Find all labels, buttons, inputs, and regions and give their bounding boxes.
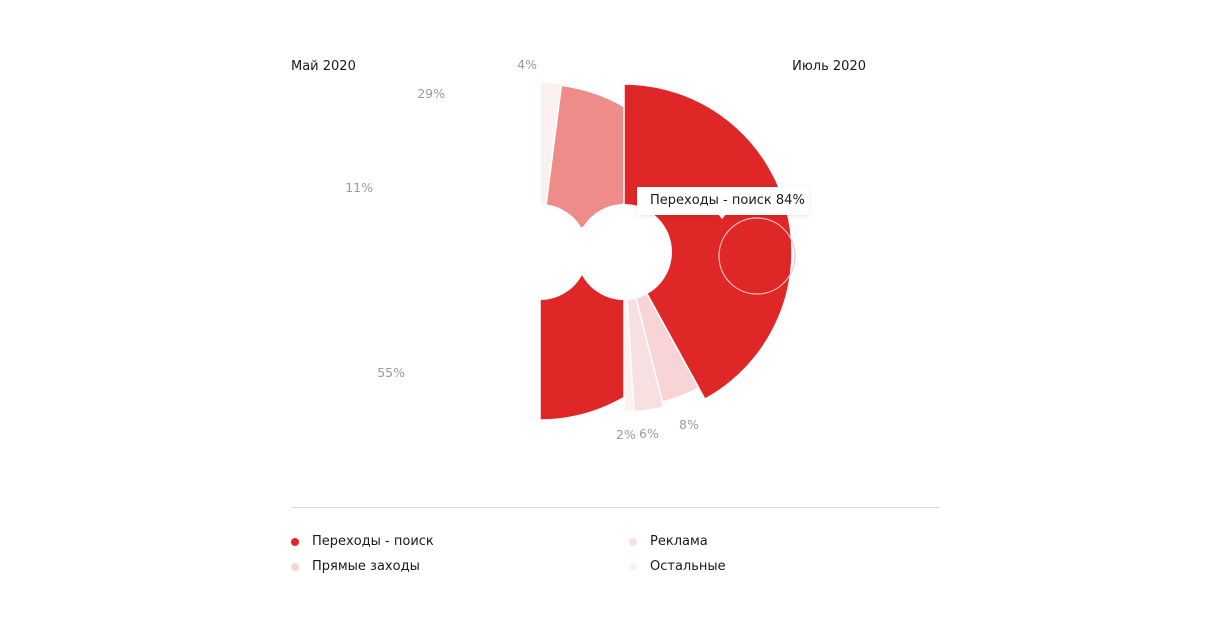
tooltip-tail: [717, 213, 727, 219]
title-july: Июль 2020: [792, 59, 866, 74]
label-july-direct: 8%: [679, 417, 699, 432]
pie-july: [576, 83, 793, 413]
title-may: Май 2020: [291, 59, 356, 74]
donut-hole: [576, 204, 672, 300]
label-may-ads: 29%: [417, 86, 445, 101]
legend-label-search: Переходы - поиск: [312, 534, 434, 549]
legend-item-direct[interactable]: Прямые заходы: [291, 559, 420, 574]
legend-label-other: Остальные: [650, 559, 726, 574]
donut-hole: [492, 204, 588, 300]
legend-dot-search: [291, 537, 299, 546]
legend-divider: [291, 507, 940, 508]
chart-tooltip: Переходы - поиск 84%: [637, 187, 809, 215]
label-july-other: 2%: [616, 427, 636, 442]
hover-highlight: [718, 217, 796, 295]
legend-dot-ads: [629, 537, 637, 546]
center-gap: [541, 60, 623, 70]
label-may-other: 4%: [517, 57, 537, 72]
legend-item-other[interactable]: Остальные: [629, 559, 726, 574]
legend-dot-other: [629, 562, 637, 571]
legend-item-ads[interactable]: Реклама: [629, 534, 708, 549]
legend-label-ads: Реклама: [650, 534, 708, 549]
legend-label-direct: Прямые заходы: [312, 559, 420, 574]
legend-dot-direct: [291, 562, 299, 571]
legend-item-search[interactable]: Переходы - поиск: [291, 534, 434, 549]
label-may-direct: 11%: [345, 180, 373, 195]
label-july-ads: 6%: [639, 426, 659, 441]
label-may-search: 55%: [377, 365, 405, 380]
